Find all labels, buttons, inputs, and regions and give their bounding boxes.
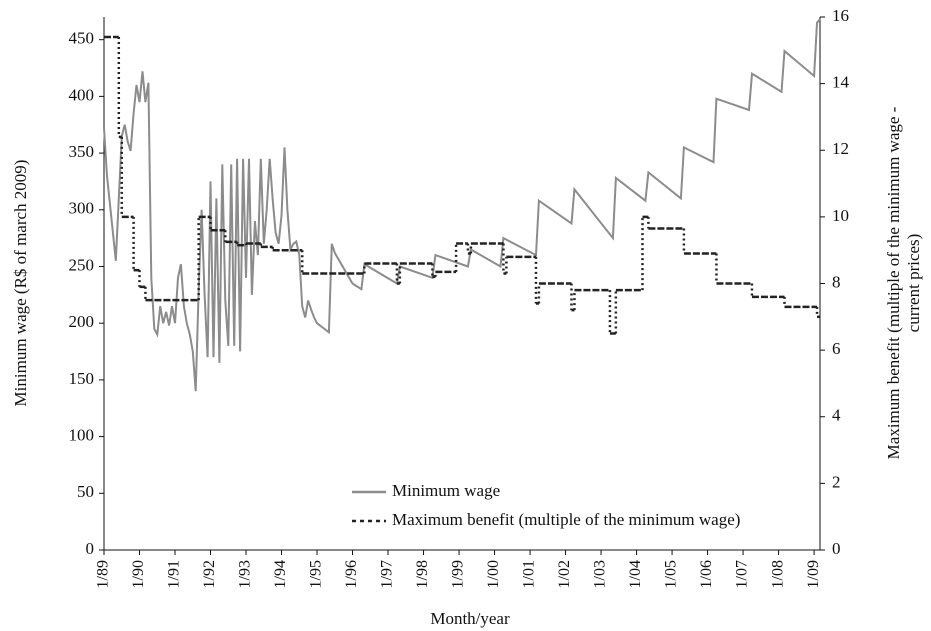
x-tick-label: 1/94 xyxy=(272,560,289,588)
x-tick-label: 1/89 xyxy=(95,560,112,588)
x-tick-label: 1/04 xyxy=(627,560,644,588)
y2-tick-label: 0 xyxy=(832,539,841,558)
y2-tick-label: 2 xyxy=(832,472,841,491)
y-tick-label: 400 xyxy=(69,85,95,104)
y2-tick-label: 4 xyxy=(832,406,841,425)
y-tick-label: 150 xyxy=(69,369,95,388)
x-tick-label: 1/90 xyxy=(130,560,147,588)
x-tick-label: 1/98 xyxy=(414,560,431,588)
x-tick-label: 1/01 xyxy=(521,560,538,588)
y2-tick-label: 14 xyxy=(832,73,850,92)
y-tick-label: 50 xyxy=(77,482,94,501)
legend-label: Minimum wage xyxy=(392,481,500,500)
x-tick-label: 1/91 xyxy=(166,560,183,588)
y-tick-label: 350 xyxy=(69,142,95,161)
x-tick-label: 1/00 xyxy=(485,560,502,588)
y-tick-label: 200 xyxy=(69,312,95,331)
y2-tick-label: 6 xyxy=(832,339,841,358)
x-tick-label: 1/05 xyxy=(663,560,680,588)
x-tick-label: 1/93 xyxy=(237,560,254,588)
y2-axis-title: Maximum benefit (multiple of the minimum… xyxy=(884,106,903,459)
x-tick-label: 1/99 xyxy=(450,560,467,588)
y2-axis-title: current prices) xyxy=(904,234,923,333)
y-axis-title: Minimum wage (R$ of march 2009) xyxy=(11,160,30,407)
y-tick-label: 450 xyxy=(69,29,95,48)
x-tick-label: 1/07 xyxy=(734,560,751,588)
y-tick-label: 300 xyxy=(69,199,95,218)
legend-label: Maximum benefit (multiple of the minimum… xyxy=(392,510,740,529)
x-tick-label: 1/96 xyxy=(343,560,360,588)
x-tick-label: 1/97 xyxy=(379,560,396,588)
x-tick-label: 1/06 xyxy=(698,560,715,588)
x-tick-label: 1/92 xyxy=(201,560,218,588)
y2-tick-label: 16 xyxy=(832,6,849,25)
x-axis-title: Month/year xyxy=(430,609,510,628)
y-tick-label: 0 xyxy=(86,539,95,558)
x-tick-label: 1/03 xyxy=(592,560,609,588)
y-tick-label: 250 xyxy=(69,255,95,274)
y2-tick-label: 8 xyxy=(832,272,841,291)
x-tick-label: 1/08 xyxy=(769,560,786,588)
y2-tick-label: 10 xyxy=(832,206,849,225)
x-tick-label: 1/02 xyxy=(556,560,573,588)
x-tick-label: 1/09 xyxy=(805,560,822,588)
x-tick-label: 1/95 xyxy=(308,560,325,588)
wage-line xyxy=(103,18,821,392)
y2-tick-label: 12 xyxy=(832,139,849,158)
y-tick-label: 100 xyxy=(69,426,95,445)
